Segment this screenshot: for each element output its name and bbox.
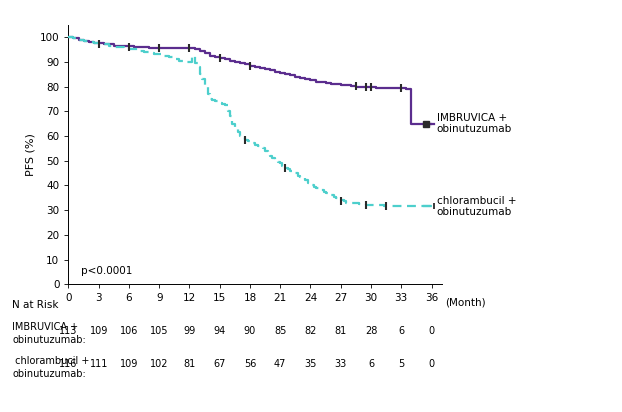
Text: 82: 82 [304,326,317,336]
Text: 81: 81 [183,359,195,369]
Text: 94: 94 [213,326,226,336]
Text: 5: 5 [398,359,404,369]
Text: 6: 6 [398,326,404,336]
Text: (Month): (Month) [445,297,485,307]
Text: 99: 99 [183,326,195,336]
Text: 0: 0 [429,326,435,336]
Text: 111: 111 [90,359,108,369]
Text: chlorambucil +
obinutuzumab:: chlorambucil + obinutuzumab: [12,356,90,379]
Text: 113: 113 [59,326,78,336]
Text: 56: 56 [244,359,256,369]
Text: 6: 6 [368,359,374,369]
Text: 47: 47 [274,359,286,369]
Text: IMBRUVICA +
obinutuzumab: IMBRUVICA + obinutuzumab [437,113,512,134]
Text: chlorambucil +
obinutuzumab: chlorambucil + obinutuzumab [437,196,516,217]
Text: 109: 109 [120,359,138,369]
Text: 67: 67 [213,359,226,369]
Text: p<0.0001: p<0.0001 [80,266,132,276]
Text: 85: 85 [274,326,286,336]
Text: 105: 105 [150,326,169,336]
Text: IMBRUVICA +
obinutuzumab:: IMBRUVICA + obinutuzumab: [12,322,86,344]
Text: 81: 81 [335,326,347,336]
Text: 90: 90 [244,326,256,336]
Y-axis label: PFS (%): PFS (%) [26,133,35,176]
Text: 109: 109 [90,326,108,336]
Text: 35: 35 [304,359,317,369]
Text: 33: 33 [335,359,347,369]
Text: 28: 28 [365,326,377,336]
Text: 116: 116 [59,359,78,369]
Text: 106: 106 [120,326,138,336]
Text: 102: 102 [150,359,169,369]
Text: N at Risk: N at Risk [12,300,59,310]
Text: 0: 0 [429,359,435,369]
